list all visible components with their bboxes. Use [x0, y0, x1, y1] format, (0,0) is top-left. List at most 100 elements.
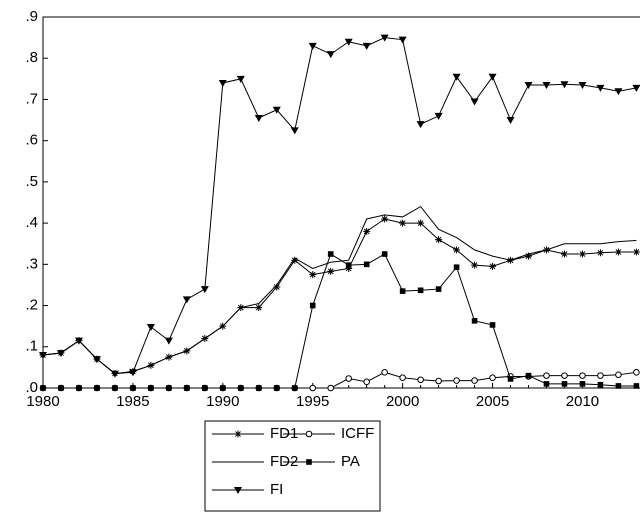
- y-tick-label: .1: [25, 338, 38, 355]
- marker-triangle: [200, 286, 209, 294]
- y-tick-label: .0: [25, 379, 38, 396]
- marker-square: [453, 264, 460, 271]
- marker-star: [578, 250, 586, 258]
- series-pa: [40, 251, 640, 391]
- marker-triangle: [524, 82, 533, 90]
- series-line: [42, 218, 637, 375]
- marker-triangle: [128, 369, 137, 377]
- marker-star: [291, 256, 299, 264]
- marker-square: [471, 318, 478, 324]
- marker-star: [453, 246, 461, 254]
- marker-square: [130, 385, 136, 391]
- marker-circle: [471, 377, 478, 384]
- y-tick-label: .2: [25, 297, 38, 314]
- marker-star: [399, 219, 407, 227]
- marker-star: [525, 252, 533, 260]
- marker-triangle: [632, 84, 640, 92]
- marker-triangle: [470, 98, 479, 106]
- marker-triangle: [164, 337, 173, 345]
- marker-triangle: [290, 127, 299, 135]
- marker-star: [363, 227, 371, 235]
- marker-triangle: [92, 356, 101, 364]
- marker-circle: [615, 371, 622, 379]
- marker-star: [234, 430, 242, 438]
- marker-triangle: [254, 114, 263, 122]
- marker-circle: [597, 372, 604, 379]
- legend: FD1 ICFF FD2 PA FI: [204, 420, 381, 512]
- marker-star: [614, 248, 622, 256]
- marker-square: [561, 381, 568, 387]
- marker-circle: [435, 377, 442, 385]
- marker-circle: [579, 372, 586, 379]
- marker-triangle: [218, 79, 227, 87]
- marker-square: [58, 385, 64, 391]
- marker-square: [399, 288, 406, 294]
- marker-circle: [345, 375, 352, 382]
- marker-square: [184, 385, 190, 391]
- legend-label: FD1: [270, 425, 298, 442]
- marker-square: [327, 251, 334, 257]
- marker-square: [238, 385, 244, 391]
- marker-star: [489, 262, 497, 270]
- x-tick-label: 2000: [386, 393, 419, 410]
- marker-triangle: [434, 112, 443, 120]
- marker-star: [381, 215, 389, 223]
- marker-triangle: [506, 117, 515, 125]
- legend-label: PA: [341, 453, 360, 470]
- x-tick-label: 2010: [566, 393, 599, 410]
- marker-square: [525, 372, 532, 379]
- marker-star: [471, 261, 479, 269]
- marker-square: [166, 385, 172, 391]
- marker-square: [273, 385, 280, 391]
- marker-triangle: [488, 73, 497, 81]
- marker-triangle: [56, 349, 65, 357]
- x-tick-label: 1995: [296, 393, 329, 410]
- marker-circle: [305, 430, 313, 438]
- marker-circle: [543, 372, 550, 379]
- marker-square: [94, 385, 100, 391]
- marker-star: [345, 264, 353, 272]
- series-line: [43, 253, 637, 389]
- marker-square: [202, 385, 208, 391]
- marker-square: [381, 251, 388, 257]
- marker-circle: [309, 384, 317, 392]
- marker-triangle: [596, 84, 605, 92]
- marker-square: [633, 383, 640, 389]
- series-fi: [39, 34, 640, 378]
- marker-star: [255, 304, 263, 312]
- y-tick-label: .8: [25, 49, 38, 66]
- marker-triangle: [542, 82, 551, 90]
- marker-circle: [453, 377, 460, 384]
- marker-triangle: [146, 323, 155, 331]
- marker-circle: [633, 369, 640, 376]
- marker-star: [273, 283, 281, 291]
- y-tick-label: .9: [25, 8, 38, 25]
- marker-triangle: [39, 352, 47, 360]
- marker-star: [309, 271, 317, 279]
- legend-label: FD2: [270, 453, 298, 470]
- marker-square: [435, 286, 442, 292]
- y-tick-label: .4: [25, 214, 38, 231]
- marker-triangle: [326, 51, 335, 59]
- marker-circle: [381, 369, 388, 376]
- marker-square: [76, 385, 82, 391]
- marker-triangle: [398, 36, 407, 44]
- plot-frame: [42, 16, 640, 389]
- series-fd1: [39, 215, 640, 378]
- series-line: [42, 205, 637, 375]
- marker-square: [309, 302, 316, 309]
- marker-square: [579, 381, 586, 387]
- marker-triangle: [272, 106, 281, 114]
- marker-square: [597, 381, 604, 388]
- marker-triangle: [416, 121, 425, 129]
- marker-square: [543, 381, 550, 387]
- marker-triangle: [234, 487, 242, 494]
- marker-triangle: [110, 370, 119, 378]
- marker-triangle: [308, 42, 317, 50]
- x-tick-label: 1985: [116, 393, 149, 410]
- marker-circle: [417, 376, 424, 384]
- x-tick-label: 1990: [206, 393, 239, 410]
- marker-square: [345, 262, 352, 268]
- marker-circle: [399, 374, 406, 381]
